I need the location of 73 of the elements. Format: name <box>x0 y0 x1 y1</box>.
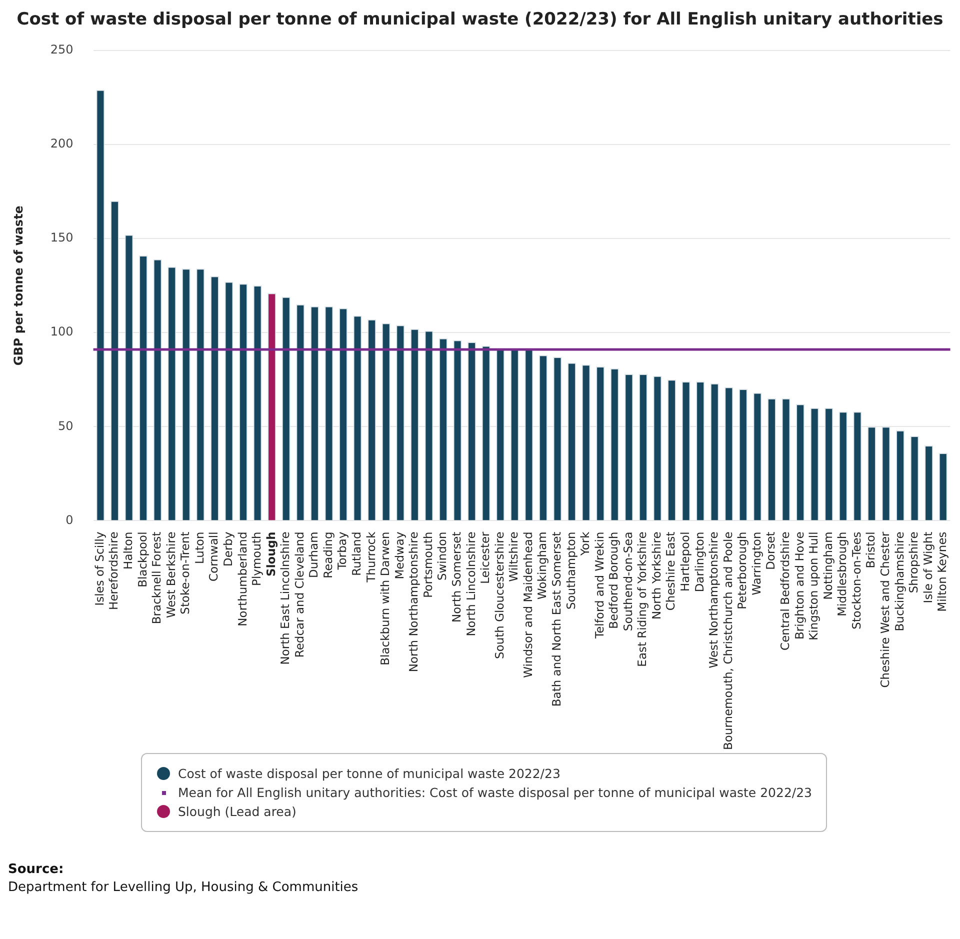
x-tick-label: Bedford Borough <box>606 532 621 629</box>
x-tick-label: North Somerset <box>450 531 464 622</box>
x-tick-label: Southend-on-Sea <box>620 532 635 632</box>
y-tick-label: 150 <box>50 230 74 245</box>
x-tick-label: Herefordshire <box>106 532 121 610</box>
x-tick-label: Bristol <box>864 532 878 568</box>
legend-label: Mean for All English unitary authorities: Cost of waste disposal per tonne of municipal waste 2022/23 <box>178 785 812 800</box>
x-tick-label: Darlington <box>692 532 706 592</box>
x-tick-label: Halton <box>120 532 135 570</box>
x-tick-label: Cheshire East <box>664 531 678 611</box>
legend-label: Cost of waste disposal per tonne of municipal waste 2022/23 <box>178 766 560 781</box>
x-tick-label: Medway <box>392 532 406 580</box>
x-tick-label: Leicester <box>478 531 492 584</box>
x-tick-label: Telford and Wrekin <box>592 532 606 640</box>
x-tick-label: South Gloucestershire <box>492 532 506 659</box>
x-tick-label: Isle of Wight <box>920 531 935 604</box>
x-tick-label: Slough <box>264 532 278 576</box>
x-tick-label: Stoke-on-Trent <box>178 531 192 614</box>
x-tick-label: Buckinghamshire <box>892 532 906 632</box>
x-tick-label: Redcar and Cleveland <box>292 532 306 658</box>
x-tick-label: West Berkshire <box>164 532 178 618</box>
x-tick-label: Durham <box>306 532 321 578</box>
y-tick-label: 0 <box>66 512 74 527</box>
text: Department for Levelling Up, Housing & Communities <box>8 880 360 895</box>
x-tick-label: West Northamptonshire <box>706 532 721 668</box>
x-tick-label: Hartlepool <box>678 532 692 592</box>
y-tick-label: 100 <box>50 324 74 339</box>
x-tick-label: Reading <box>320 532 335 578</box>
x-tick-label: East Riding of Yorkshire <box>635 532 650 667</box>
x-tick-label: Bournemouth, Christchurch and Poole <box>720 532 735 750</box>
x-tick-label: North East Lincolnshire <box>278 532 292 665</box>
y-tick-label: 200 <box>50 136 74 151</box>
x-tick-label: North Yorkshire <box>649 532 664 620</box>
x-tick-label: Stockton-on-Tees <box>849 532 864 630</box>
x-tick-label: Blackburn with Darwen <box>378 532 392 666</box>
x-tick-label: Rutland <box>350 532 364 576</box>
x-tick-label: Wiltshire <box>506 532 521 582</box>
x-tick-label: York <box>578 531 592 557</box>
x-tick-label: Blackpool <box>135 532 150 588</box>
source-note: Source: <box>8 862 65 877</box>
x-tick-label: Nottingham <box>820 532 835 600</box>
y-tick-label: 50 <box>58 418 74 433</box>
x-tick-label: North Lincolnshire <box>464 532 478 636</box>
x-tick-label: Plymouth <box>250 532 264 586</box>
legend-label: Slough (Lead area) <box>178 804 296 819</box>
x-tick-label: Shropshire <box>906 532 921 594</box>
x-tick-label: Kingston upon Hull <box>806 532 821 640</box>
x-tick-label: Northumberland <box>235 532 250 626</box>
x-tick-label: North Northamptonshire <box>406 532 421 672</box>
y-tick-label: 250 <box>50 42 74 57</box>
x-tick-label: Warrington <box>749 532 764 596</box>
x-tick-label: Southampton <box>564 532 578 610</box>
x-tick-label: Thurrock <box>364 531 378 584</box>
x-tick-label: Luton <box>192 532 206 564</box>
x-tick-label: Dorset <box>764 531 778 570</box>
x-tick-label: Peterborough <box>735 532 750 610</box>
x-tick-label: Wokingham <box>535 532 550 600</box>
x-tick-label: Isles of Scilly <box>92 532 106 606</box>
x-tick-label: Portsmouth <box>420 532 435 598</box>
y-axis-title: GBP per tonne of waste <box>11 206 26 366</box>
x-tick-label: Derby <box>220 532 235 566</box>
x-tick-label: Brighton and Hove <box>792 532 806 640</box>
x-tick-label: Bath and North East Somerset <box>549 531 564 707</box>
x-tick-label: Windsor and Maidenhead <box>520 532 535 678</box>
x-tick-label: Bracknell Forest <box>150 531 164 624</box>
x-tick-label: Central Bedfordshire <box>778 532 792 650</box>
x-tick-label: Milton Keynes <box>935 532 950 612</box>
x-tick-label: Swindon <box>435 532 450 581</box>
x-tick-label: Torbay <box>335 532 350 571</box>
chart-title: Cost of waste disposal per tonne of municipal waste (2022/23) for All English unitary authorities <box>16 10 944 30</box>
x-tick-label: Middlesbrough <box>835 532 850 616</box>
x-tick-label: Cornwall <box>206 532 221 582</box>
x-tick-label: Cheshire West and Chester <box>878 531 892 688</box>
